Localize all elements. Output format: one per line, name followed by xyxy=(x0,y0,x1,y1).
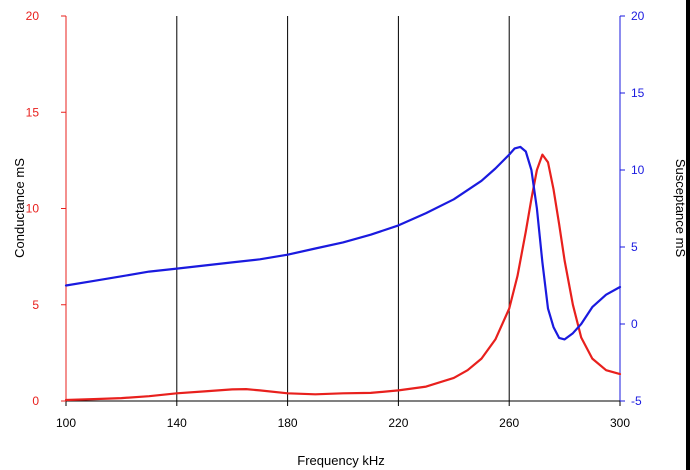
tick-labels: 100 140 180 220 260 300 0 5 10 15 20 -5 0 5 10 15 20 xyxy=(26,9,645,430)
x-axis-title: Frequency kHz xyxy=(297,453,384,468)
y-right-tick-label: -5 xyxy=(631,394,642,408)
y-right-tick-label: 20 xyxy=(631,9,645,23)
y-right-tick-label: 0 xyxy=(631,317,638,331)
y-left-axis-title: Conductance mS xyxy=(12,158,27,258)
series-lines xyxy=(64,145,622,402)
x-tick-label: 260 xyxy=(499,416,519,430)
y-left-tick-label: 15 xyxy=(26,105,40,119)
y-left-tick-label: 5 xyxy=(32,298,39,312)
x-tick-label: 100 xyxy=(56,416,76,430)
susceptance-series-line xyxy=(64,145,622,341)
right-border xyxy=(686,0,690,470)
y-right-axis-title: Susceptance mS xyxy=(673,159,688,258)
y-left-tick-label: 10 xyxy=(26,202,40,216)
x-tick-label: 140 xyxy=(167,416,187,430)
vertical-grid xyxy=(176,16,510,401)
y-left-tick-label: 0 xyxy=(32,394,39,408)
x-tick-label: 180 xyxy=(278,416,298,430)
y-right-tick-label: 15 xyxy=(631,86,645,100)
y-right-tick-label: 10 xyxy=(631,163,645,177)
conductance-series-line xyxy=(64,153,622,402)
x-tick-label: 220 xyxy=(388,416,408,430)
y-left-tick-label: 20 xyxy=(26,9,40,23)
x-tick-label: 300 xyxy=(610,416,630,430)
y-right-tick-label: 5 xyxy=(631,240,638,254)
